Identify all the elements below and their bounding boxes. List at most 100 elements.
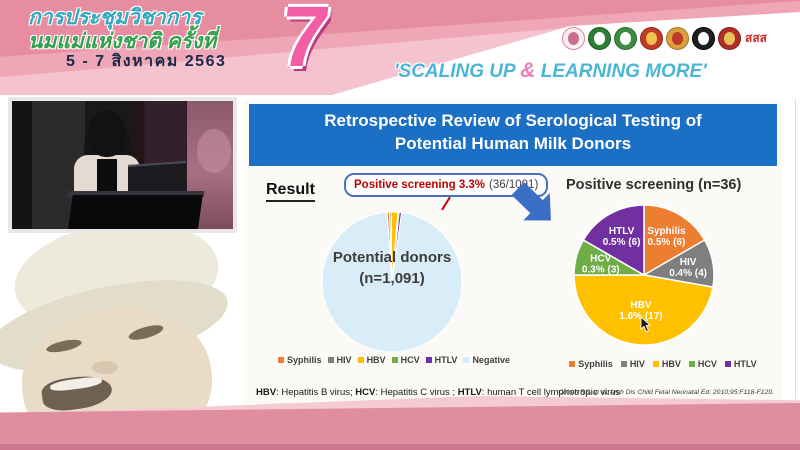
baby-nose (92, 361, 118, 374)
pie-slice-syphilis (643, 204, 706, 277)
footnote-abbr: HCV (355, 387, 376, 398)
legend-label: Syphilis (578, 359, 613, 369)
royal-college-logo-icon (666, 27, 689, 50)
legend-label: HCV (400, 355, 420, 365)
slide-title-bar: Retrospective Review of Serological Test… (249, 104, 777, 166)
pie-center-label-line1: Potential donors (332, 249, 452, 266)
legend-swatch (327, 357, 334, 363)
callout-highlight: Positive screening 3.3% (354, 179, 486, 191)
legend-label: HTLV (434, 355, 458, 365)
pie-slice-htlv (582, 204, 645, 277)
legend-swatch (278, 357, 285, 363)
logo-emblem (672, 32, 683, 45)
slogan-part1: 'SCALING UP (394, 61, 521, 82)
legend-item-hbv: HBV (357, 355, 386, 365)
university-crest-logo-icon (640, 27, 663, 50)
logo-emblem (724, 32, 735, 45)
breastfeeding-foundation-logo-icon (562, 27, 585, 50)
legend-label: HBV (366, 355, 386, 365)
legend-swatch (425, 357, 432, 363)
legend-item-hiv: HIV (327, 355, 352, 365)
legend-positive-screening: Syphilis HIV HBV HCV HTLV (558, 359, 768, 369)
pie-slice-label-syphilis: Syphilis 0.5% (6) (647, 226, 686, 248)
presenter-hair-fringe (94, 113, 121, 125)
pie-slice-negative (321, 211, 463, 353)
pie-slice-label-htlv: HTLV 0.5% (6) (603, 226, 641, 248)
slide-title: Retrospective Review of Serological Test… (324, 111, 702, 153)
logo-emblem (620, 32, 631, 45)
legend-label: HBV (661, 359, 681, 369)
royal-thai-college-logo-icon (718, 27, 741, 50)
pie-chart-potential-donors (321, 211, 463, 353)
slogan-ampersand: & (520, 59, 536, 82)
footnote-text: : Hepatitis B virus; (276, 387, 356, 398)
logo-emblem (698, 32, 709, 45)
legend-item-htlv: HTLV (425, 355, 458, 365)
legend-swatch (724, 361, 731, 367)
public-health-ministry-logo-icon (614, 27, 637, 50)
pie-slice-label-hiv: HIV 0.4% (4) (669, 257, 707, 279)
logo-emblem (594, 32, 605, 45)
legend-swatch (357, 357, 364, 363)
baby-photo-background (0, 229, 244, 414)
presenter-video (8, 97, 237, 233)
footnote-text: : human T cell lymphotropic virus (481, 387, 621, 398)
result-label: Result (266, 181, 315, 202)
organizer-logos: สสส (562, 27, 768, 50)
slide: Retrospective Review of Serological Test… (244, 99, 782, 403)
conference-title-thai: การประชุมวิชาการ นมแม่แห่งชาติ ครั้งที่ … (28, 6, 226, 71)
legend-swatch (688, 361, 695, 367)
logo-emblem (646, 32, 657, 45)
legend-potential-donors: Syphilis HIV HBV HCV HTLV Negative (270, 355, 518, 365)
conference-title-line1: การประชุมวิชาการ (28, 6, 202, 29)
legend-item-negative: Negative (463, 355, 510, 365)
legend-label: Syphilis (287, 355, 322, 365)
health-department-logo-icon (588, 27, 611, 50)
bottom-band-edge (0, 444, 800, 450)
legend-item-hcv: HCV (688, 359, 717, 369)
footnote-abbr: HTLV (457, 387, 482, 398)
pie-center-label: Potential donors (n=1,091) (302, 247, 482, 289)
legend-swatch (652, 361, 659, 367)
positive-screening-title: Positive screening (n=36) (566, 177, 742, 193)
legend-item-hcv: HCV (391, 355, 420, 365)
conference-banner: การประชุมวิชาการ นมแม่แห่งชาติ ครั้งที่ … (0, 0, 800, 95)
legend-label: HIV (629, 359, 645, 369)
footnote-text: : Hepatitis C virus ; (375, 387, 458, 398)
pie-center-label-line2: (n=1,091) (359, 270, 425, 287)
legend-item-hbv: HBV (652, 359, 681, 369)
callout-pointer-line (441, 196, 451, 211)
footnote: HBV: Hepatitis B virus; HCV: Hepatitis C… (256, 387, 620, 398)
pie-chart-positive-screening: Syphilis 0.5% (6)HIV 0.4% (4)HBV 1.6% (17)H… (573, 204, 715, 346)
legend-swatch (620, 361, 627, 367)
logo-emblem (568, 32, 579, 45)
medical-society-logo-icon (692, 27, 715, 50)
mouse-cursor-icon (640, 317, 651, 333)
legend-item-hiv: HIV (620, 359, 645, 369)
pie-slice-hbv (573, 274, 714, 346)
legend-item-htlv: HTLV (724, 359, 757, 369)
thai-health-sss-logo-icon: สสส (744, 27, 768, 50)
footnote-abbr: HBV (256, 387, 277, 398)
podium-laptop (128, 160, 186, 196)
slogan-part2: LEARNING MORE' (535, 61, 707, 82)
conference-date: 5 - 7 สิงหาคม 2563 (66, 53, 227, 71)
citation: Cohen RS, et al. Arch Dis Child Fetal Ne… (558, 389, 774, 396)
legend-item-syphilis: Syphilis (278, 355, 322, 365)
legend-label: Negative (472, 355, 510, 365)
legend-swatch (569, 361, 576, 367)
legend-label: HTLV (733, 359, 757, 369)
pie-slice-label-hcv: HCV 0.3% (3) (582, 253, 620, 275)
legend-label: HIV (336, 355, 352, 365)
podium (67, 195, 203, 229)
legend-swatch (463, 357, 470, 363)
conference-title-line2: นมแม่แห่งชาติ ครั้งที่ (28, 29, 217, 53)
conference-slogan: 'SCALING UP & LEARNING MORE' (394, 59, 796, 83)
down-right-arrow-icon (511, 182, 551, 221)
legend-item-syphilis: Syphilis (569, 359, 613, 369)
legend-label: HCV (697, 359, 717, 369)
slide-edge-line (795, 99, 796, 399)
legend-swatch (391, 357, 398, 363)
stage-screen-glow (197, 129, 231, 173)
